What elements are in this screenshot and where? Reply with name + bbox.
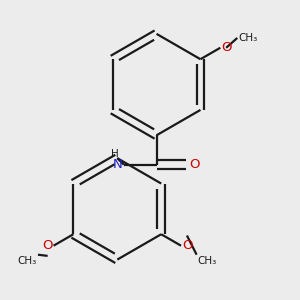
Text: O: O [221, 41, 232, 54]
Text: H: H [111, 149, 119, 159]
Text: O: O [182, 239, 193, 252]
Text: CH₃: CH₃ [238, 33, 257, 43]
Text: O: O [189, 158, 200, 171]
Text: CH₃: CH₃ [198, 256, 217, 266]
Text: N: N [112, 158, 122, 171]
Text: O: O [42, 239, 52, 252]
Text: CH₃: CH₃ [18, 256, 37, 266]
